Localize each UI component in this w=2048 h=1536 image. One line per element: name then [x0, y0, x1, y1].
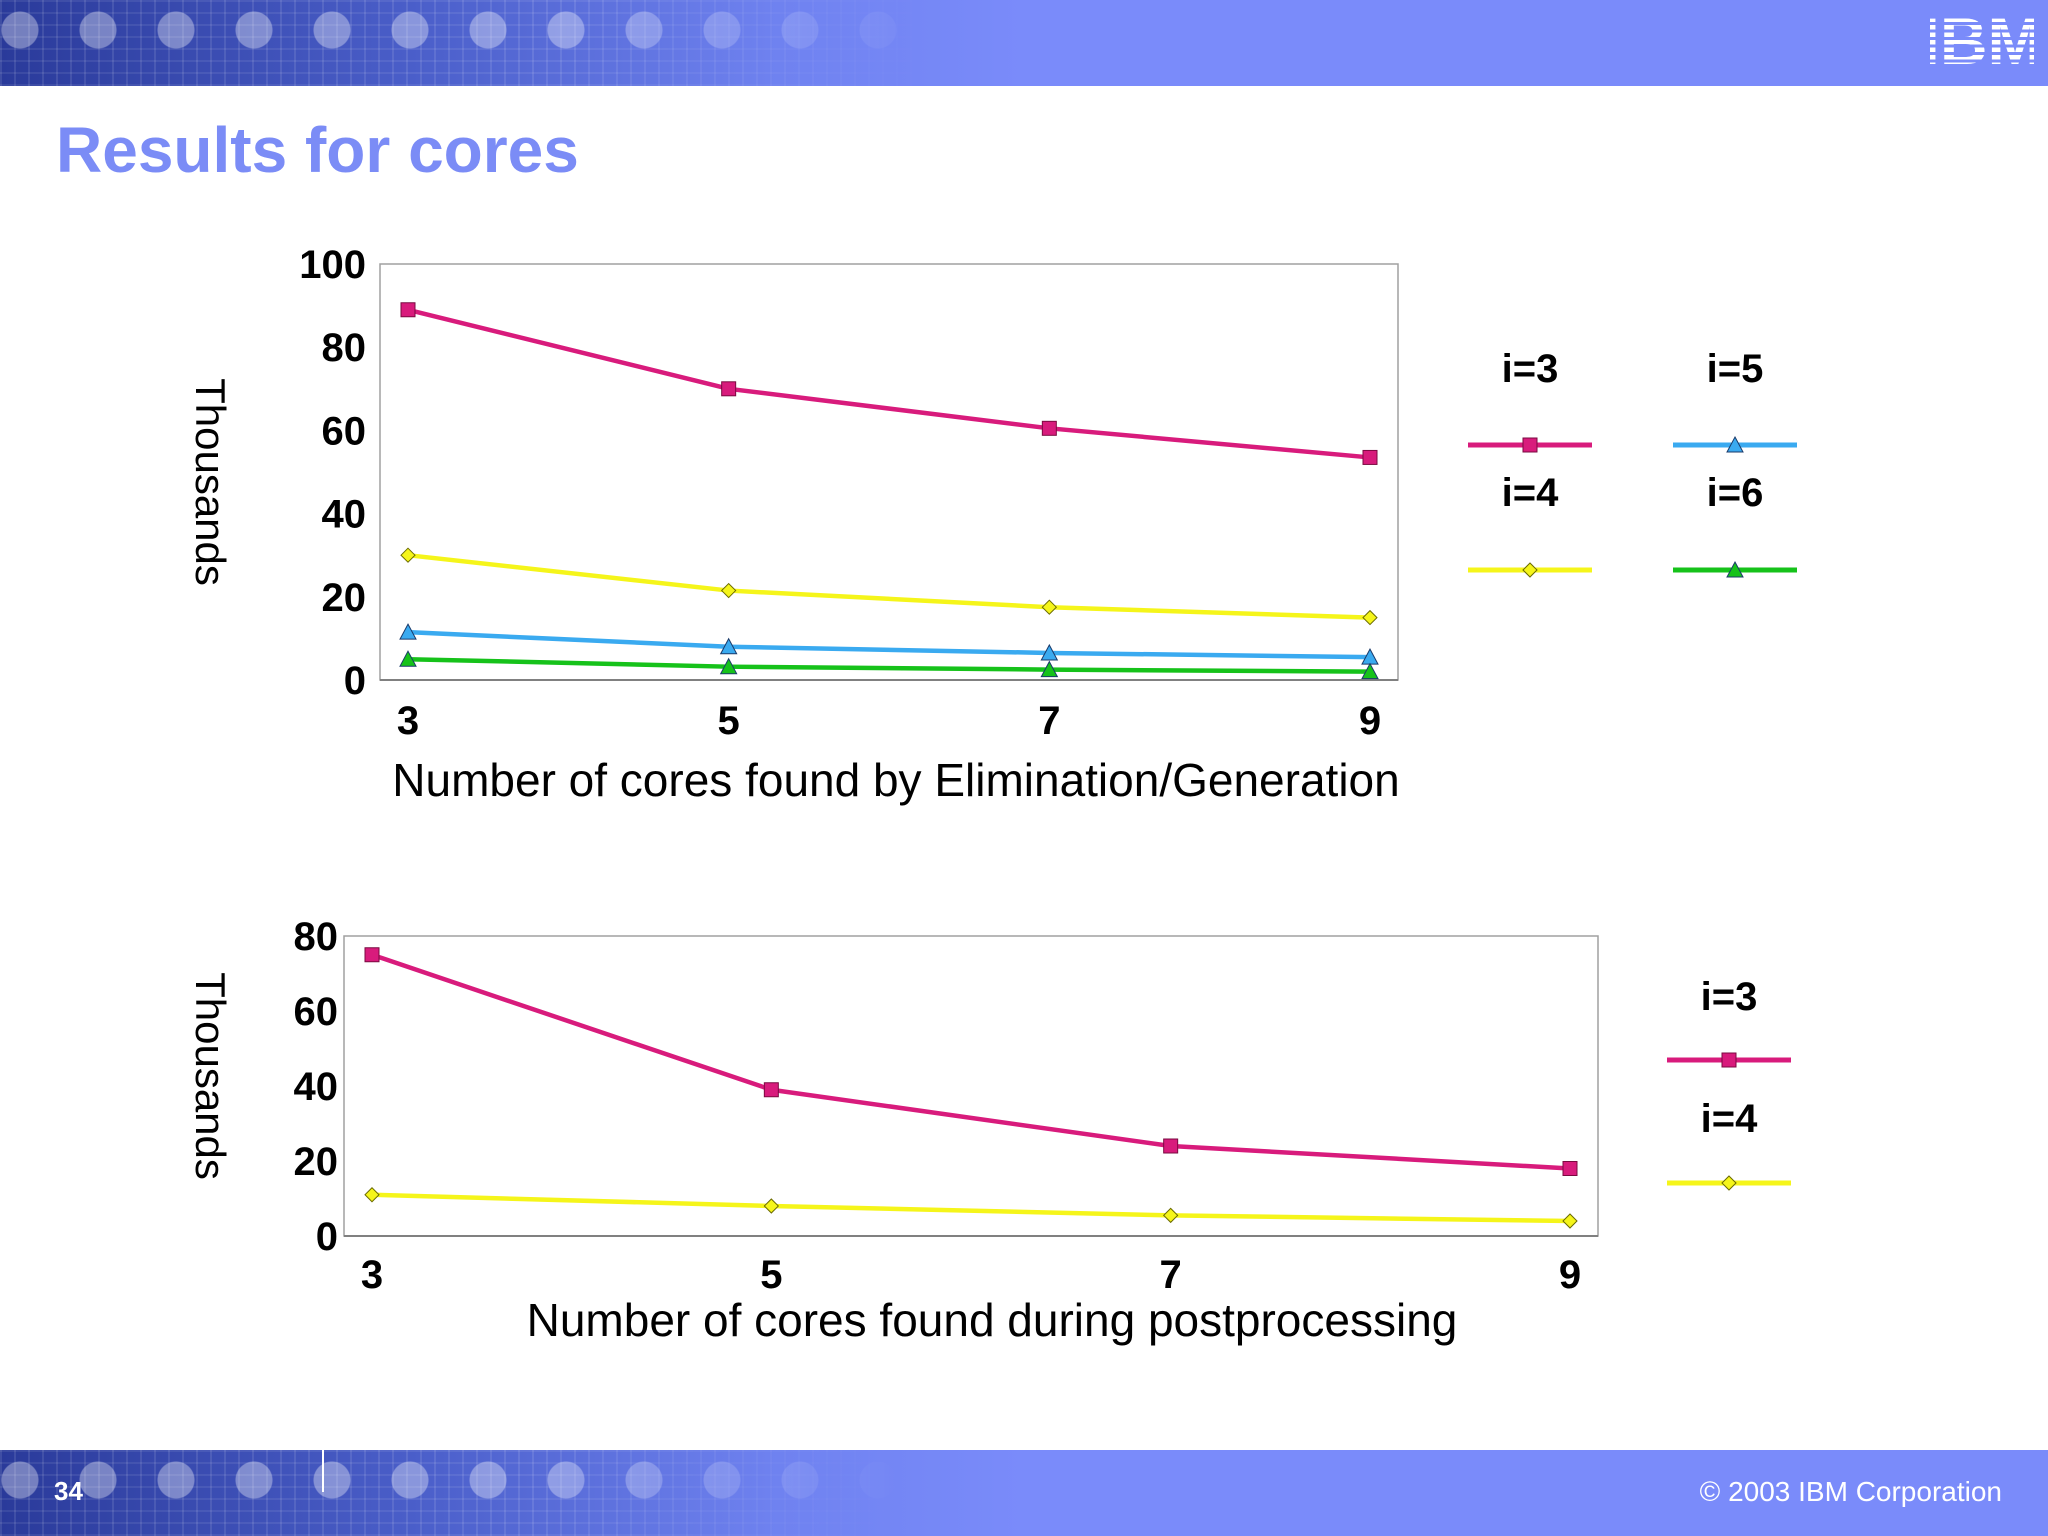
chart2-y-tick-label: 0 — [316, 1215, 338, 1259]
chart1-plot-area — [379, 263, 1399, 681]
chart1-legend-i-3-label: i=3 — [1502, 347, 1559, 391]
chart2-x-tick-label: 5 — [760, 1253, 782, 1297]
chart2-series-i-4-line — [371, 1192, 1571, 1224]
chart1-x-tick-label: 7 — [1038, 699, 1060, 743]
chart1-x-axis-label: Number of cores found by Elimination/Gen… — [392, 754, 1399, 806]
chart1-x-tick-label: 9 — [1359, 699, 1381, 743]
chart2-x-tick-label: 3 — [361, 1253, 383, 1297]
copyright: © 2003 IBM Corporation — [1699, 1476, 2002, 1507]
chart1-x-tick-label: 5 — [718, 699, 740, 743]
chart1-series-i-6-point — [719, 657, 738, 675]
page-title: Results for cores — [56, 114, 579, 186]
chart2-series-i-3-point — [364, 947, 380, 963]
ibm-logo-icon: IBM — [1930, 10, 2034, 70]
chart2-series-i-4-point — [1562, 1213, 1578, 1229]
chart2-series-i-4-point — [364, 1187, 380, 1203]
chart-elimination-generation: 0 20 40 60 80 100 3 5 7 9 Number of cores found by… — [0, 240, 2048, 820]
chart2-series-i-3 — [364, 947, 1578, 1176]
chart1-legend-i-3-marker — [1522, 437, 1538, 453]
chart1-series-i-5-line — [407, 629, 1371, 660]
chart1-series-i-4 — [400, 547, 1378, 626]
chart1-legend-i-6-marker — [1726, 560, 1744, 578]
banner-texture — [0, 0, 940, 86]
chart2-series-i-3-point — [763, 1082, 779, 1098]
chart2-plot-area — [343, 935, 1599, 1237]
chart1-legend-i-4-label: i=4 — [1502, 471, 1559, 515]
chart1-y-tick-label: 100 — [299, 243, 366, 287]
chart1-legend-i-6-label: i=6 — [1707, 471, 1764, 515]
chart1-series-i-5-point — [1040, 643, 1059, 661]
chart1-series-i-3-point — [1362, 449, 1378, 465]
chart1-series-i-4-line — [407, 552, 1371, 620]
chart1-legend-i-5: i=5 — [1673, 347, 1797, 453]
bottom-banner: 34 © 2003 IBM Corporation — [0, 1450, 2048, 1536]
chart1-series-i-4-point — [1362, 609, 1378, 626]
chart1-series-i-3-point — [400, 302, 416, 318]
chart2-legend-i-4: i=4 — [1667, 1097, 1791, 1191]
chart2-legend-i-3: i=3 — [1667, 975, 1791, 1068]
chart-elimination-generation-svg: 0 20 40 60 80 100 3 5 7 9 Number of cores found by… — [187, 243, 1797, 806]
chart2-x-tick-label: 9 — [1559, 1253, 1581, 1297]
chart1-legend-i-4-marker — [1522, 562, 1538, 578]
chart2-legend-i-3-label: i=3 — [1701, 975, 1758, 1019]
chart1-series-i-4-point — [1041, 599, 1058, 615]
chart1-legend-i-3: i=3 — [1468, 347, 1592, 453]
ibm-logo-text: IBM — [1930, 10, 2034, 70]
chart1-y-tick-label: 20 — [322, 576, 367, 620]
chart-postprocessing-svg: 0 20 40 60 80 3 5 7 9 Number of cores found durin… — [187, 915, 1791, 1346]
chart1-series-i-3-point — [1041, 420, 1057, 436]
chart1-series-i-4-point — [400, 547, 416, 563]
chart2-series-i-4-point — [1162, 1207, 1179, 1224]
chart2-y-tick-label: 60 — [294, 990, 339, 1034]
chart2-legend-i-4-label: i=4 — [1701, 1097, 1758, 1141]
chart2-series-i-4-point — [763, 1198, 780, 1214]
chart1-y-tick-label: 80 — [322, 326, 367, 370]
banner-texture — [0, 1450, 900, 1536]
chart2-series-i-4 — [364, 1187, 1578, 1229]
chart2-legend-i-3-marker — [1721, 1052, 1737, 1068]
chart1-y-tick-label: 0 — [344, 659, 366, 703]
chart2-series-i-3-point — [1163, 1138, 1179, 1154]
chart1-y-tick-label: 60 — [322, 409, 367, 453]
chart1-series-i-6-point — [1361, 662, 1379, 680]
chart1-series-i-5 — [399, 623, 1379, 665]
chart1-series-i-6-point — [399, 650, 417, 667]
chart1-series-i-5-point — [399, 623, 417, 640]
chart1-series-i-6 — [399, 650, 1379, 680]
chart2-legend-i-4-marker — [1721, 1175, 1737, 1191]
chart2-y-tick-label: 40 — [294, 1065, 339, 1109]
chart2-series-i-3-point — [1562, 1161, 1578, 1176]
chart2-x-axis-label: Number of cores found during postprocess… — [527, 1294, 1458, 1346]
chart2-series-i-3-line — [371, 952, 1571, 1171]
chart1-series-i-5-point — [719, 637, 738, 655]
chart1-legend-i-6: i=6 — [1673, 471, 1797, 578]
chart1-series-i-3-point — [721, 381, 737, 397]
chart2-y-tick-label: 80 — [294, 915, 339, 959]
page-number: 34 — [54, 1476, 83, 1506]
top-banner: IBM — [0, 0, 2048, 86]
chart2-y-axis-label: Thousands — [187, 972, 234, 1180]
chart1-series-i-6-line — [407, 656, 1371, 674]
chart2-y-tick-label: 20 — [294, 1140, 339, 1184]
chart1-legend-i-5-marker — [1726, 435, 1744, 453]
chart1-x-tick-label: 3 — [397, 699, 419, 743]
chart1-legend-i-4: i=4 — [1468, 471, 1592, 578]
chart1-legend-i-5-label: i=5 — [1707, 347, 1764, 391]
chart1-y-axis-label: Thousands — [187, 378, 234, 586]
chart1-series-i-6-point — [1040, 660, 1059, 678]
chart1-series-i-4-point — [720, 582, 737, 599]
chart2-x-tick-label: 7 — [1160, 1253, 1182, 1297]
chart-postprocessing: 0 20 40 60 80 3 5 7 9 Number of cores found durin… — [0, 910, 2048, 1350]
footer-divider — [322, 1450, 324, 1492]
chart1-series-i-3 — [400, 302, 1378, 465]
chart1-y-tick-label: 40 — [322, 493, 367, 537]
chart1-series-i-3-line — [407, 307, 1371, 460]
